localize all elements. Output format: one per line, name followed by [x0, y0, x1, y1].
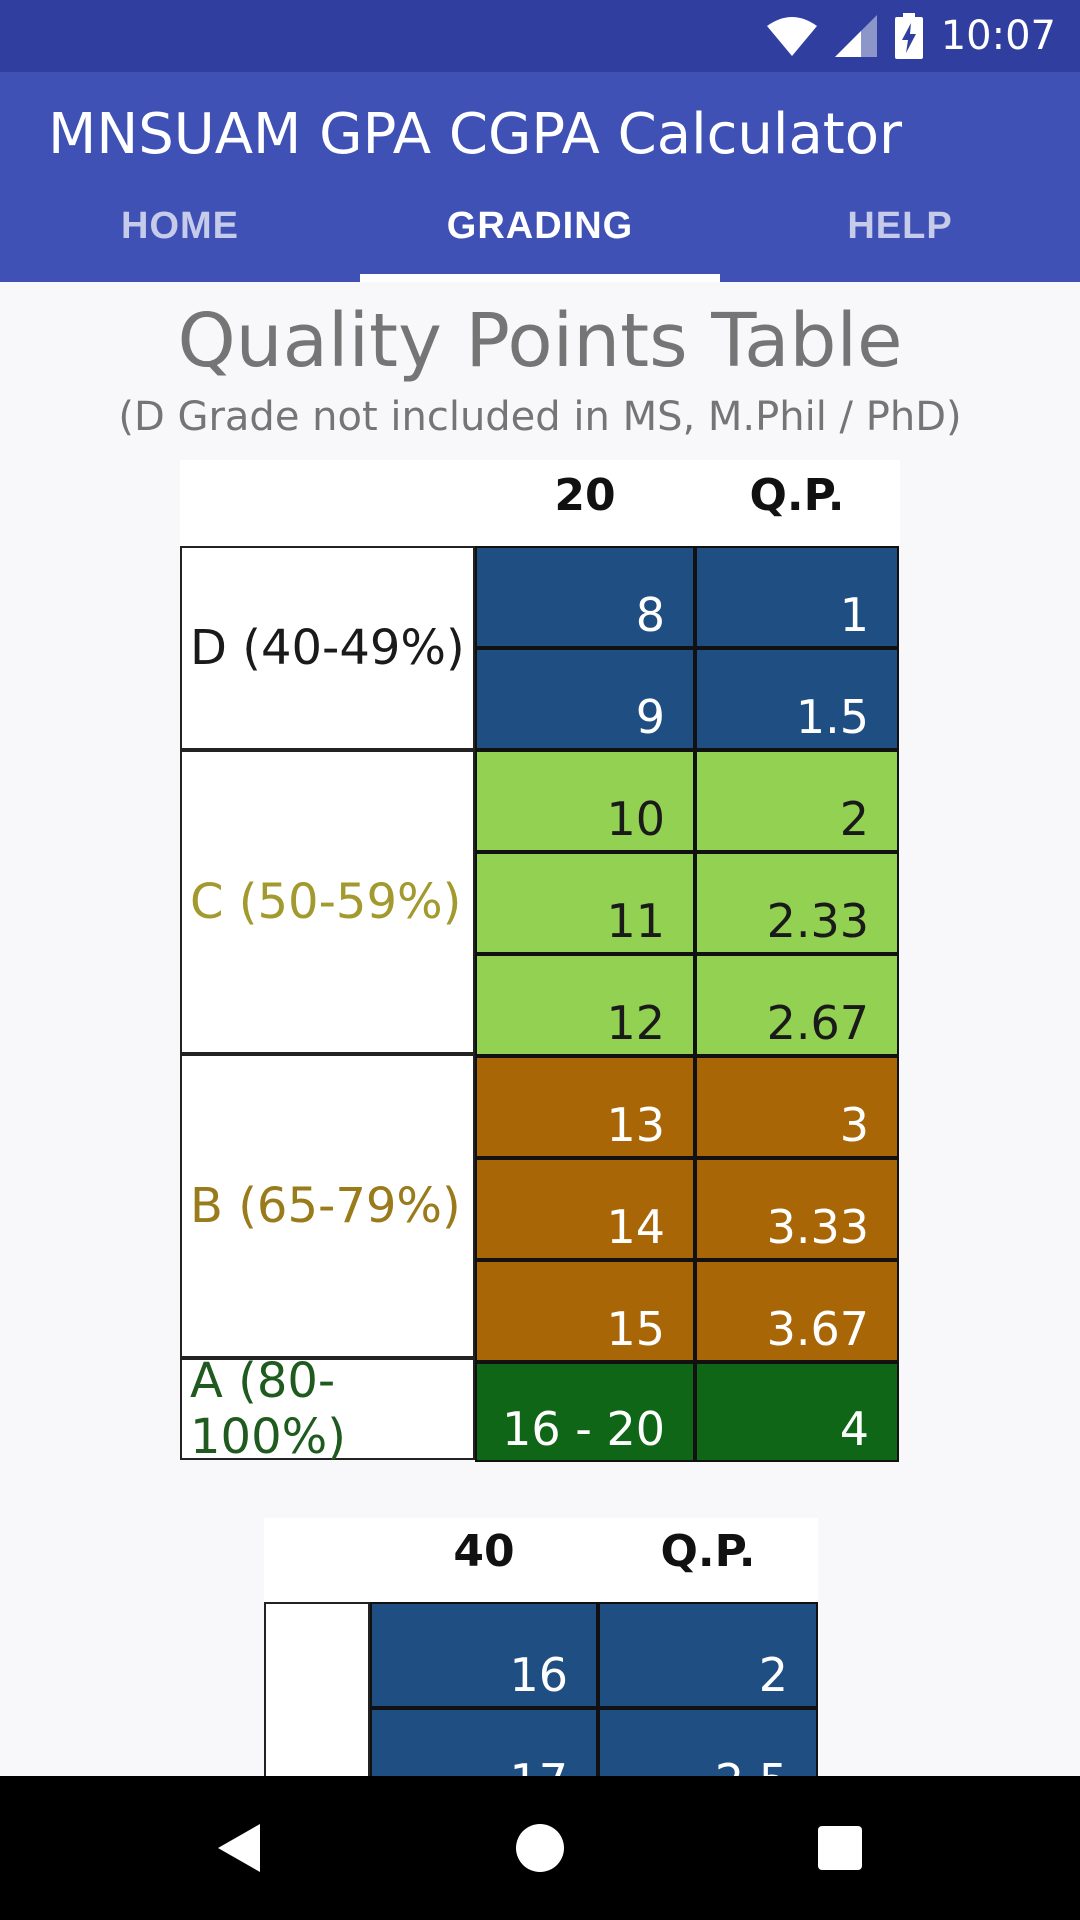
qp-cell: 3.33	[695, 1158, 899, 1260]
marks-cell: 10	[475, 750, 695, 852]
qp-cell: 3	[695, 1056, 899, 1158]
back-icon[interactable]	[210, 1818, 270, 1878]
recents-icon[interactable]	[810, 1818, 870, 1878]
home-icon[interactable]	[510, 1818, 570, 1878]
status-bar: 10:07	[0, 0, 1080, 72]
qp-cell: 2	[695, 750, 899, 852]
qp-cell: 2.67	[695, 954, 899, 1056]
marks-cell: 13	[475, 1056, 695, 1158]
wifi-icon	[767, 16, 817, 56]
grade-cell	[264, 1602, 370, 1776]
battery-charging-icon	[895, 13, 923, 59]
grade-b-label: B (65-79%)	[190, 1178, 461, 1234]
grade-b-cell: B (65-79%)	[180, 1054, 475, 1358]
quality-points-table-40: 40 Q.P. 162172.5	[264, 1518, 818, 1776]
grade-d-cell: D (40-49%)	[180, 546, 475, 750]
grade-c-cell: C (50-59%)	[180, 750, 475, 1054]
signal-icon	[835, 15, 877, 57]
qp-cell: 2.33	[695, 852, 899, 954]
marks-cell: 9	[475, 648, 695, 750]
grade-a-label: A (80-100%)	[190, 1353, 473, 1465]
page-title: Quality Points Table	[0, 298, 1080, 384]
qp-cell: 1.5	[695, 648, 899, 750]
header-marks: 20	[475, 470, 695, 521]
tab-help[interactable]: HELP	[720, 182, 1080, 282]
grade-d-label: D (40-49%)	[190, 620, 465, 676]
grade-a-cell: A (80-100%)	[180, 1358, 475, 1460]
marks-cell: 11	[475, 852, 695, 954]
status-icons: 10:07	[767, 10, 1056, 62]
marks-cell: 8	[475, 546, 695, 648]
qp-cell: 3.67	[695, 1260, 899, 1362]
marks-cell: 16	[370, 1602, 598, 1708]
qp-cell: 4	[695, 1362, 899, 1462]
clock: 10:07	[941, 13, 1056, 59]
header-marks: 40	[370, 1526, 598, 1577]
header-qp: Q.P.	[695, 470, 899, 521]
tab-bar: HOME GRADING HELP	[0, 182, 1080, 282]
header-qp: Q.P.	[598, 1526, 818, 1577]
page-subtitle: (D Grade not included in MS, M.Phil / Ph…	[0, 394, 1080, 440]
app-title: MNSUAM GPA CGPA Calculator	[48, 102, 902, 167]
grade-c-label: C (50-59%)	[190, 874, 461, 930]
marks-cell: 15	[475, 1260, 695, 1362]
marks-cell: 14	[475, 1158, 695, 1260]
qp-cell: 2	[598, 1602, 818, 1708]
qp-cell: 1	[695, 546, 899, 648]
marks-cell: 17	[370, 1708, 598, 1776]
app-bar: MNSUAM GPA CGPA Calculator HOME GRADING …	[0, 72, 1080, 282]
navigation-bar	[0, 1776, 1080, 1920]
tab-grading[interactable]: GRADING	[360, 182, 720, 282]
qp-cell: 2.5	[598, 1708, 818, 1776]
marks-cell: 16 - 20	[475, 1362, 695, 1462]
quality-points-table-20: 20 Q.P. D (40-49%) C (50-59%) B (65-79%)…	[180, 460, 900, 1460]
marks-cell: 12	[475, 954, 695, 1056]
content-scroll[interactable]: Quality Points Table (D Grade not includ…	[0, 282, 1080, 1776]
tab-home[interactable]: HOME	[0, 182, 360, 282]
